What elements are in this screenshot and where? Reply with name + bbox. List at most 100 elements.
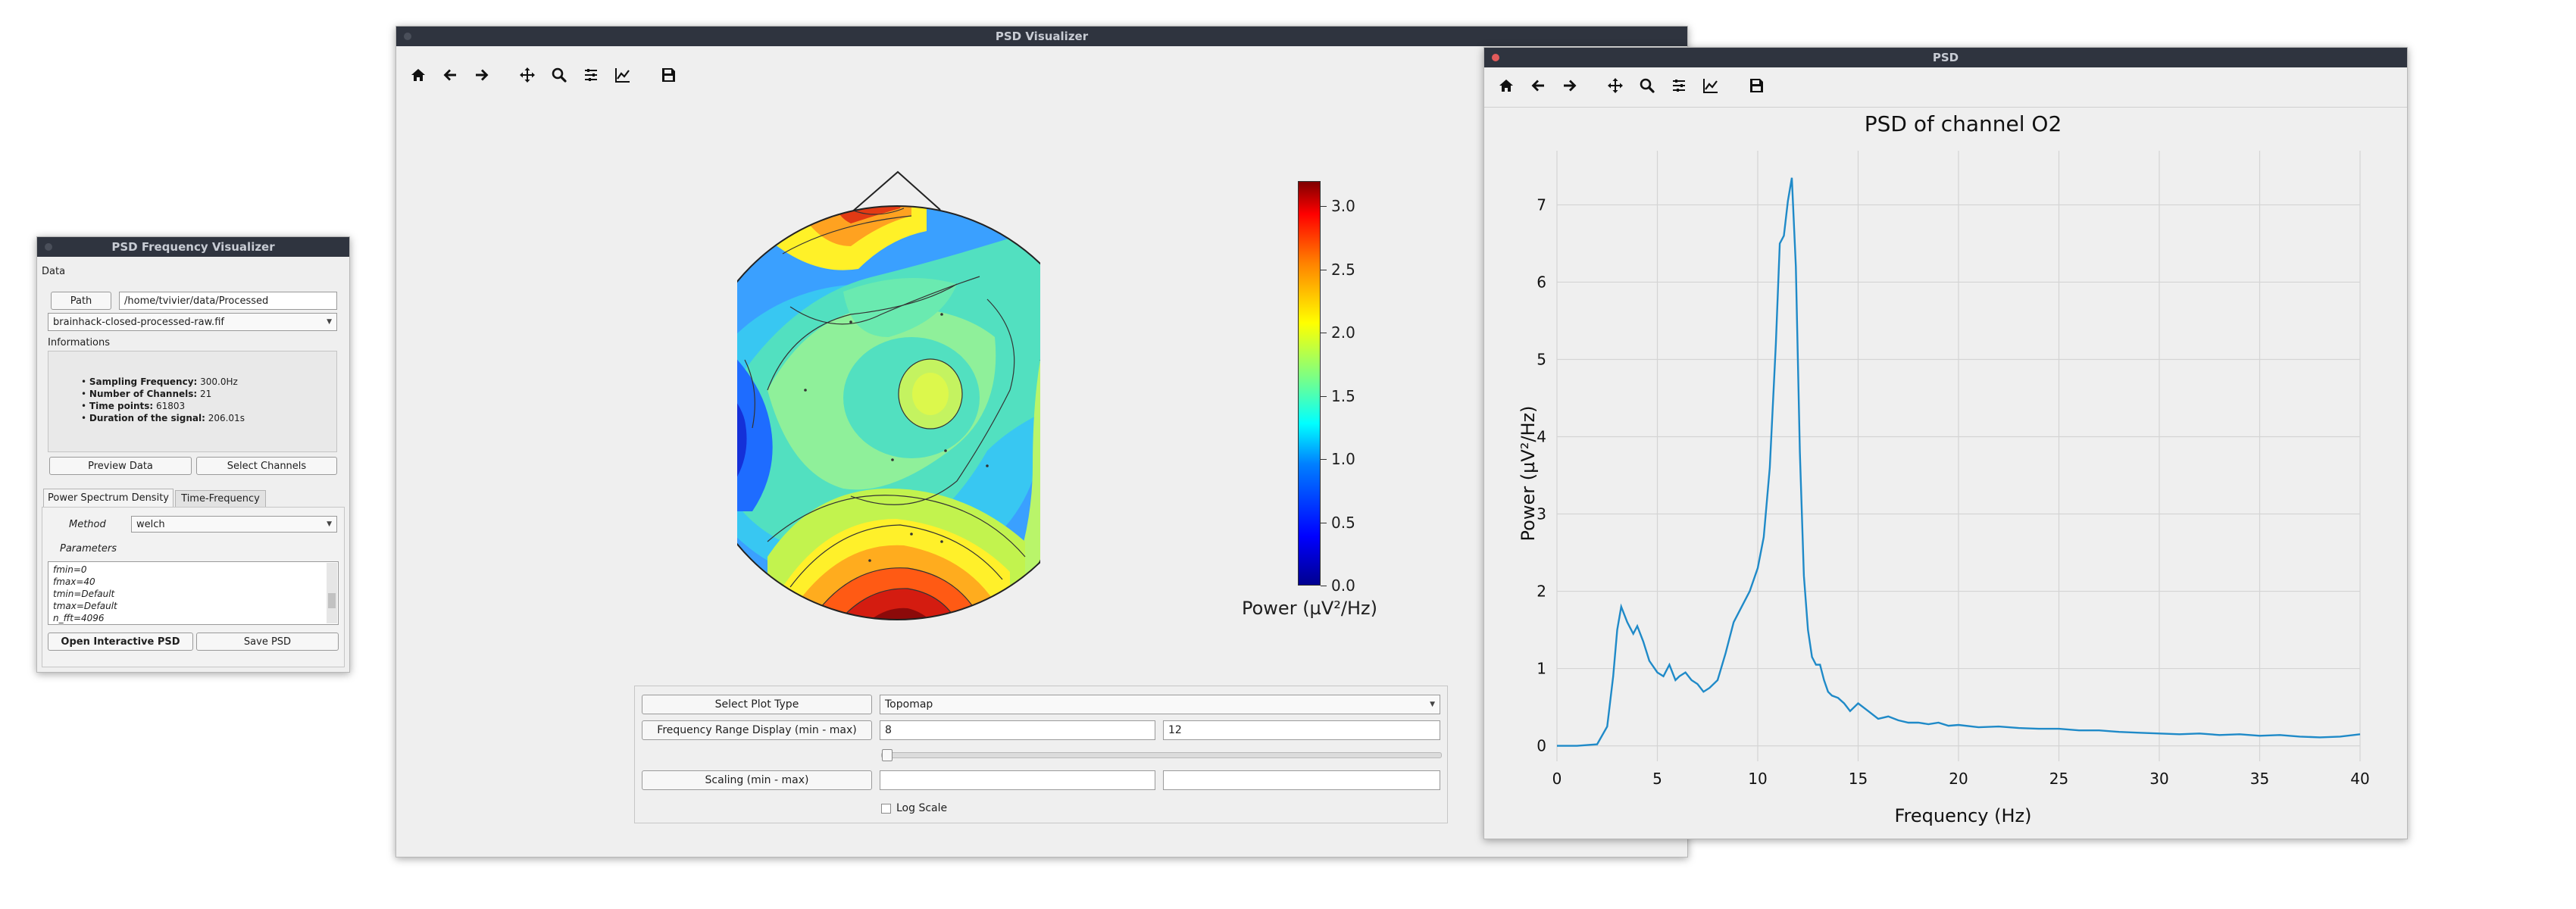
- chevron-down-icon: ▼: [327, 520, 332, 528]
- back-icon[interactable]: [434, 60, 466, 90]
- save-icon[interactable]: [652, 60, 684, 90]
- save-psd-button[interactable]: Save PSD: [196, 633, 339, 651]
- configure-icon[interactable]: [575, 60, 607, 90]
- colorbar-tick-label: 3.0: [1331, 197, 1355, 216]
- frequency-slider-handle[interactable]: [882, 749, 893, 761]
- close-icon[interactable]: [1492, 54, 1499, 61]
- colorbar-tick: [1321, 459, 1327, 461]
- y-tick-label: 3: [1537, 505, 1546, 523]
- method-label: Method: [69, 519, 106, 530]
- forward-icon[interactable]: [1554, 70, 1586, 101]
- scaling-min-input[interactable]: [880, 770, 1155, 790]
- info-sampling: • Sampling Frequency: 300.0Hz: [81, 376, 238, 387]
- window-titlebar: PSD: [1484, 48, 2407, 67]
- matplotlib-toolbar: [402, 60, 684, 90]
- frequency-min-input[interactable]: 8: [880, 720, 1155, 740]
- colorbar: [1298, 181, 1321, 586]
- psd-line-chart: PSD of channel O2 0 5 10 15 20 25 30 35 40 0 1 2 3 4 5…: [1518, 111, 2370, 826]
- topomap-plot: [737, 170, 1040, 620]
- colorbar-label: Power (µV²/Hz): [1242, 598, 1377, 619]
- colorbar-tick-label: 1.0: [1331, 450, 1355, 469]
- preview-data-button[interactable]: Preview Data: [49, 457, 192, 475]
- chevron-down-icon: ▼: [1430, 701, 1435, 708]
- tab-time-frequency[interactable]: Time-Frequency: [175, 490, 266, 507]
- controls-panel: [634, 686, 1448, 823]
- file-select[interactable]: brainhack-closed-processed-raw.fif ▼: [48, 313, 337, 331]
- edit-curve-icon[interactable]: [1695, 70, 1727, 101]
- path-field[interactable]: /home/tvivier/data/Processed: [119, 292, 337, 310]
- x-axis-label: Frequency (Hz): [1895, 805, 2032, 826]
- colorbar-tick: [1321, 395, 1327, 397]
- parameters-scrollbar[interactable]: [327, 563, 337, 623]
- zoom-icon[interactable]: [543, 60, 575, 90]
- topomap-head-outline: [737, 205, 1040, 620]
- scrollbar-thumb[interactable]: [328, 593, 336, 608]
- info-box: [48, 351, 337, 452]
- param-line: n_fft=4096: [53, 613, 105, 623]
- window-menu-icon[interactable]: [404, 33, 411, 40]
- pan-icon[interactable]: [1599, 70, 1631, 101]
- x-tick-label: 10: [1748, 770, 1767, 788]
- forward-icon[interactable]: [466, 60, 498, 90]
- frequency-range-label: Frequency Range Display (min - max): [642, 720, 872, 740]
- colorbar-tick: [1321, 206, 1327, 208]
- edit-curve-icon[interactable]: [607, 60, 639, 90]
- scaling-max-input[interactable]: [1163, 770, 1440, 790]
- window-title: PSD Frequency Visualizer: [111, 240, 275, 254]
- select-channels-button[interactable]: Select Channels: [196, 457, 337, 475]
- window-titlebar: PSD Frequency Visualizer: [37, 237, 349, 257]
- param-line: fmax=40: [53, 576, 95, 587]
- chart-title: PSD of channel O2: [1865, 111, 2062, 136]
- psd-visualizer-window: PSD Visualizer: [395, 26, 1688, 857]
- home-icon[interactable]: [1490, 70, 1522, 101]
- info-channels: • Number of Channels: 21: [81, 389, 212, 399]
- tab-power-spectrum-density[interactable]: Power Spectrum Density: [43, 489, 174, 507]
- colorbar-tick-label: 1.5: [1331, 386, 1355, 405]
- zoom-icon[interactable]: [1631, 70, 1663, 101]
- param-line: tmin=Default: [53, 589, 115, 599]
- home-icon[interactable]: [402, 60, 434, 90]
- parameters-textarea[interactable]: fmin=0 fmax=40 tmin=Default tmax=Default…: [48, 561, 339, 625]
- open-interactive-psd-label: Open Interactive PSD: [61, 636, 180, 648]
- configure-icon[interactable]: [1663, 70, 1695, 101]
- colorbar-tick-label: 2.0: [1331, 323, 1355, 342]
- plot-type-select[interactable]: Topomap ▼: [880, 695, 1440, 714]
- psd-window: PSD PSD of channel O2 0 5 10 15 20 25 30 35 40 0 1…: [1483, 47, 2408, 839]
- open-interactive-psd-button[interactable]: Open Interactive PSD: [48, 633, 193, 651]
- log-scale-checkbox[interactable]: [881, 804, 891, 814]
- topomap-nose: [850, 170, 941, 214]
- window-title: PSD: [1932, 51, 1959, 64]
- matplotlib-toolbar: [1490, 70, 1772, 101]
- x-tick-label: 20: [1949, 770, 1968, 788]
- y-tick-label: 5: [1537, 350, 1546, 368]
- x-tick-label: 35: [2250, 770, 2269, 788]
- colorbar-tick-label: 0.0: [1331, 576, 1355, 595]
- frequency-max-input[interactable]: 12: [1163, 720, 1440, 740]
- colorbar-tick-label: 2.5: [1331, 260, 1355, 279]
- method-select[interactable]: welch ▼: [131, 516, 337, 533]
- colorbar-ticks: 0.0 0.5 1.0 1.5 2.0 2.5 3.0: [1321, 181, 1384, 595]
- back-icon[interactable]: [1522, 70, 1554, 101]
- window-titlebar: PSD Visualizer: [396, 27, 1687, 46]
- y-tick-label: 4: [1537, 427, 1546, 445]
- x-tick-label: 5: [1652, 770, 1662, 788]
- info-duration: • Duration of the signal: 206.01s: [81, 413, 245, 423]
- info-timepoints: • Time points: 61803: [81, 401, 186, 411]
- frequency-slider[interactable]: [881, 749, 1442, 761]
- colorbar-tick-label: 0.5: [1331, 513, 1355, 532]
- y-tick-label: 0: [1537, 737, 1546, 755]
- window-menu-icon[interactable]: [45, 243, 52, 251]
- x-tick-label: 40: [2350, 770, 2369, 788]
- file-select-value: brainhack-closed-processed-raw.fif: [53, 316, 224, 328]
- data-section-label: Data: [42, 266, 66, 277]
- x-tick-label: 25: [2049, 770, 2068, 788]
- save-icon[interactable]: [1740, 70, 1772, 101]
- path-button[interactable]: Path: [51, 292, 111, 310]
- x-tick-label: 0: [1552, 770, 1562, 788]
- y-tick-label: 2: [1537, 583, 1546, 601]
- pan-icon[interactable]: [511, 60, 543, 90]
- psd-series-line: [1557, 177, 2361, 747]
- method-select-value: welch: [136, 518, 165, 530]
- topomap-sensors: [804, 313, 989, 562]
- select-plot-type-label: Select Plot Type: [642, 695, 872, 714]
